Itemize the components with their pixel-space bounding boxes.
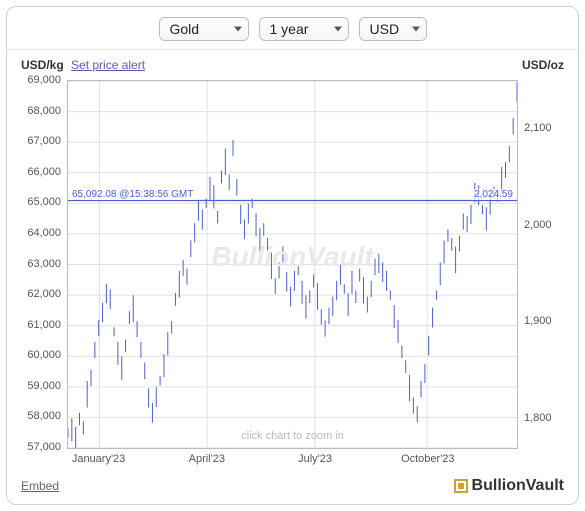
right-tick: 1,800 xyxy=(524,412,552,424)
footer-bar: Embed BullionVault xyxy=(13,474,572,498)
left-tick: 59,000 xyxy=(27,380,61,392)
currency-select[interactable]: USD xyxy=(359,17,427,41)
brand-logo: BullionVault xyxy=(454,477,572,495)
left-tick: 66,000 xyxy=(27,166,61,178)
left-tick: 67,000 xyxy=(27,135,61,147)
x-tick: October'23 xyxy=(401,453,454,465)
x-axis-ticks: January'23 April'23 July'23 October'23 xyxy=(67,453,518,471)
set-price-alert-link[interactable]: Set price alert xyxy=(71,58,145,72)
range-select[interactable]: 1 year xyxy=(259,17,349,41)
chart-svg xyxy=(68,81,517,448)
right-tick: 2,000 xyxy=(524,219,552,231)
chevron-down-icon xyxy=(334,27,342,32)
chevron-down-icon xyxy=(234,27,242,32)
right-tick: 1,900 xyxy=(524,315,552,327)
left-tick: 64,000 xyxy=(27,227,61,239)
chart-card: Gold 1 year USD USD/kg Set price alert U… xyxy=(6,6,579,505)
zoom-hint-text: click chart to zoom in xyxy=(241,430,344,442)
left-tick: 58,000 xyxy=(27,410,61,422)
right-axis-ticks: 1,800 1,900 2,000 2,100 xyxy=(520,80,578,449)
right-tick: 2,100 xyxy=(524,122,552,134)
left-axis-label: USD/kg Set price alert xyxy=(21,58,145,72)
left-tick: 57,000 xyxy=(27,441,61,453)
reference-right-label: 2,024.59 xyxy=(472,189,515,200)
chart-area[interactable]: USD/kg Set price alert USD/oz 57,000 58,0… xyxy=(7,50,578,479)
x-tick: January'23 xyxy=(72,453,125,465)
left-tick: 65,000 xyxy=(27,196,61,208)
left-tick: 63,000 xyxy=(27,258,61,270)
brand-square-icon xyxy=(454,479,468,493)
x-tick: April'23 xyxy=(189,453,225,465)
brand-text: BullionVault xyxy=(472,477,564,495)
right-axis-label: USD/oz xyxy=(522,58,564,72)
left-tick: 69,000 xyxy=(27,74,61,86)
left-tick: 60,000 xyxy=(27,349,61,361)
left-tick: 61,000 xyxy=(27,319,61,331)
plot-region[interactable]: BullionVault click chart to zoom in 65,0… xyxy=(67,80,518,449)
reference-left-label: 65,092.08 @15:38:56 GMT xyxy=(70,189,195,200)
metal-select[interactable]: Gold xyxy=(159,17,249,41)
currency-select-value: USD xyxy=(370,21,400,37)
metal-select-value: Gold xyxy=(170,21,200,37)
chevron-down-icon xyxy=(412,27,420,32)
left-axis-ticks: 57,00058,00059,00060,00061,00062,00063,0… xyxy=(7,80,65,449)
range-select-value: 1 year xyxy=(270,21,309,37)
left-tick: 68,000 xyxy=(27,105,61,117)
selector-bar: Gold 1 year USD xyxy=(7,7,578,50)
x-tick: July'23 xyxy=(298,453,332,465)
embed-link[interactable]: Embed xyxy=(13,479,59,493)
left-tick: 62,000 xyxy=(27,288,61,300)
